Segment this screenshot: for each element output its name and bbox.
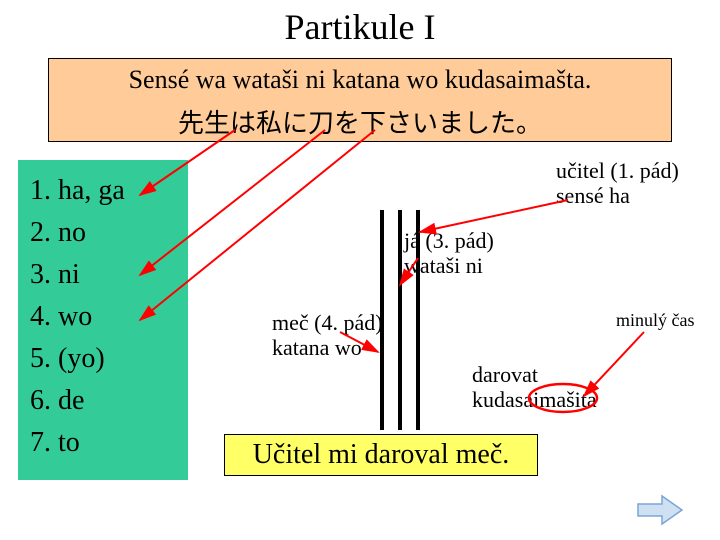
sentence-box: Sensé wa wataši ni katana wo kudasaimašt… <box>48 58 672 142</box>
list-item: 7.to <box>30 422 188 464</box>
tree-bar <box>398 210 402 430</box>
sentence-japanese: 先生は私に刀を下さいました。 <box>49 103 671 140</box>
list-item: 1.ha, ga <box>30 170 188 212</box>
particle-list-box: 1.ha, ga 2.no 3.ni 4.wo 5.(yo) 6.de 7.to <box>18 160 188 480</box>
node-verb: darovatkudasaimašita <box>472 362 597 413</box>
node-direct-object: meč (4. pád)katana wo <box>272 310 383 361</box>
list-item: 5.(yo) <box>30 338 188 380</box>
node-subject: učitel (1. pád)sensé ha <box>556 158 679 209</box>
translation: Učitel mi daroval meč. <box>224 434 538 476</box>
list-item: 2.no <box>30 212 188 254</box>
page-title: Partikule I <box>0 6 720 48</box>
node-tense: minulý čas <box>616 310 695 331</box>
particle-list: 1.ha, ga 2.no 3.ni 4.wo 5.(yo) 6.de 7.to <box>18 160 188 464</box>
node-indirect-object: já (3. pád)wataši ni <box>404 228 494 279</box>
list-item: 3.ni <box>30 254 188 296</box>
sentence-romaji: Sensé wa wataši ni katana wo kudasaimašt… <box>49 65 671 95</box>
list-item: 6.de <box>30 380 188 422</box>
next-icon[interactable] <box>636 494 684 526</box>
list-item: 4.wo <box>30 296 188 338</box>
